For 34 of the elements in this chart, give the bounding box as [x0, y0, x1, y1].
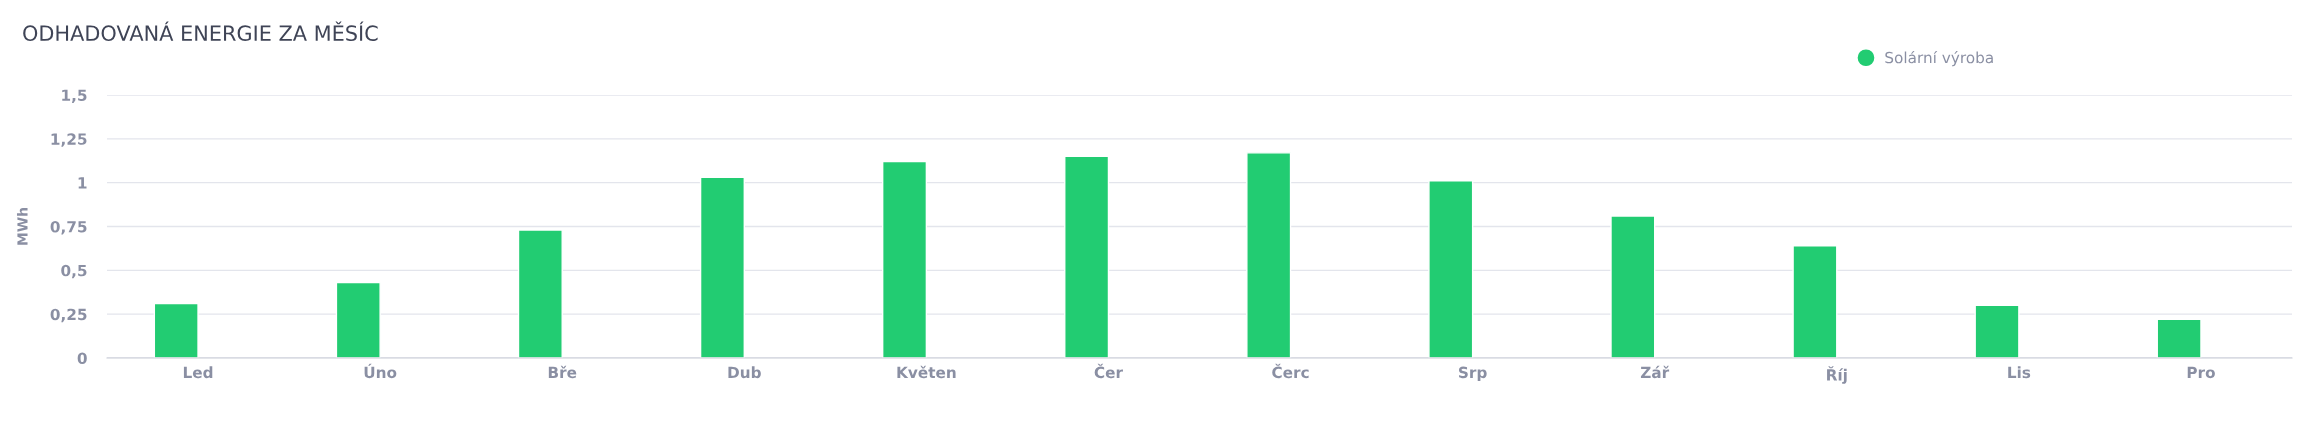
- x-tick-label: Říj: [1827, 366, 1847, 384]
- bar: [881, 160, 928, 358]
- bar: [1610, 215, 1656, 358]
- y-tick-label: 1,25: [51, 133, 87, 147]
- x-tick-label: Zář: [1640, 365, 1670, 379]
- bar: [699, 176, 745, 358]
- bar: [1792, 245, 1838, 358]
- y-tick-label: 0,25: [50, 308, 87, 323]
- x-tick-label: Bře: [548, 365, 577, 379]
- bar: [1974, 304, 2020, 358]
- y-tick-label: 0,5: [61, 264, 87, 279]
- x-tick-label: Srp: [1458, 366, 1487, 382]
- bar: [1428, 180, 1474, 358]
- bar: [517, 229, 563, 358]
- bar: [1064, 155, 1110, 358]
- x-tick-label: Lis: [2008, 366, 2031, 379]
- bar: [335, 281, 381, 358]
- x-tick-label: Čerc: [1272, 363, 1309, 379]
- y-axis-title: MWh: [16, 208, 28, 245]
- y-tick-label: 0,75: [50, 220, 87, 235]
- x-tick-label: Květen: [897, 365, 956, 379]
- y-tick-label: 1: [78, 177, 87, 189]
- x-tick-label: Úno: [364, 363, 397, 379]
- y-tick-label: 1,5: [62, 89, 87, 103]
- bar: [1246, 152, 1292, 358]
- bar: [153, 302, 199, 358]
- x-tick-label: Dub: [728, 366, 761, 379]
- x-tick-label: Pro: [2187, 366, 2215, 379]
- bar: [2156, 318, 2202, 358]
- x-tick-label: Led: [183, 366, 213, 379]
- chart-title: ODHADOVANÁ ENERGIE ZA MĚSÍC: [23, 21, 378, 42]
- legend-label: Solární výroba: [1885, 50, 1993, 67]
- x-tick-label: Čer: [1094, 363, 1123, 379]
- y-tick-label: 0: [77, 352, 87, 365]
